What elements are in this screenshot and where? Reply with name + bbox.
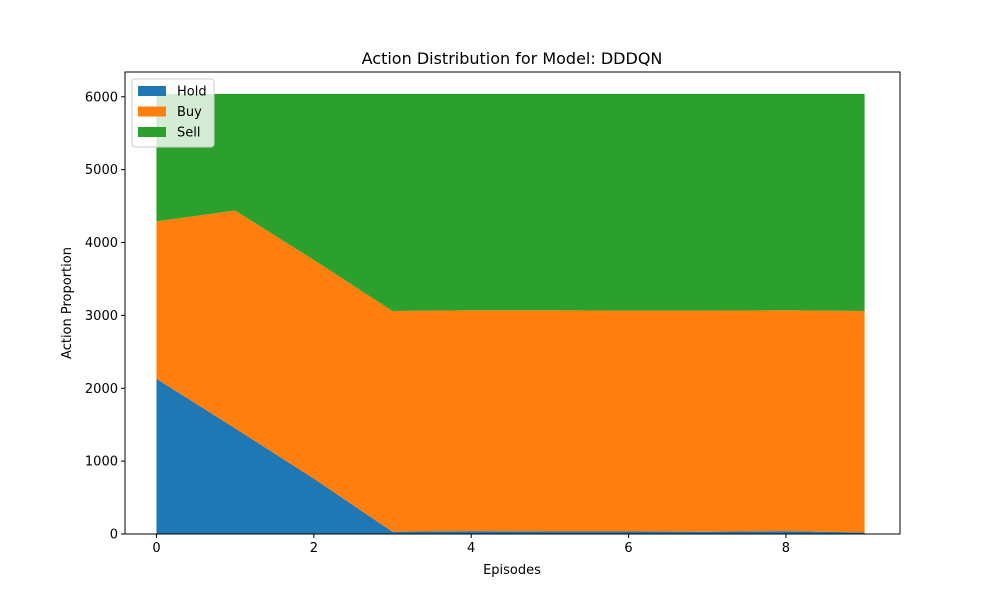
legend-swatch-hold xyxy=(138,86,166,96)
plot-frame xyxy=(124,71,901,535)
y-tick-label: 1000 xyxy=(85,455,118,470)
y-axis-label: Action Proportion xyxy=(60,247,75,359)
y-tick-label: 0 xyxy=(110,528,118,543)
chart-title: Action Distribution for Model: DDDQN xyxy=(362,49,663,68)
y-tick-label: 6000 xyxy=(85,90,118,105)
y-tick-label: 2000 xyxy=(85,382,118,397)
area-sell xyxy=(156,93,865,312)
x-tick-label: 2 xyxy=(310,541,318,556)
legend-swatch-buy xyxy=(138,106,166,117)
y-tick-label: 5000 xyxy=(85,163,118,178)
x-axis-label: Episodes xyxy=(483,563,541,578)
area-hold xyxy=(156,378,865,534)
area-layers xyxy=(156,93,865,534)
legend-swatch-sell xyxy=(138,127,166,137)
legend-label-sell: Sell xyxy=(177,126,200,141)
x-tick-label: 8 xyxy=(782,541,790,556)
x-tick-label: 6 xyxy=(624,541,632,556)
x-tick-label: 4 xyxy=(467,541,475,556)
y-tick-label: 3000 xyxy=(85,309,118,324)
y-axis: 0 1000 2000 3000 4000 5000 6000 xyxy=(85,90,125,543)
x-tick-label: 0 xyxy=(152,541,160,556)
legend-label-hold: Hold xyxy=(177,85,207,100)
legend-label-buy: Buy xyxy=(177,105,202,120)
x-axis: 0 2 4 6 8 xyxy=(152,534,790,556)
legend: Hold Buy Sell xyxy=(131,78,215,148)
area-buy xyxy=(156,210,865,533)
y-tick-label: 4000 xyxy=(85,236,118,251)
